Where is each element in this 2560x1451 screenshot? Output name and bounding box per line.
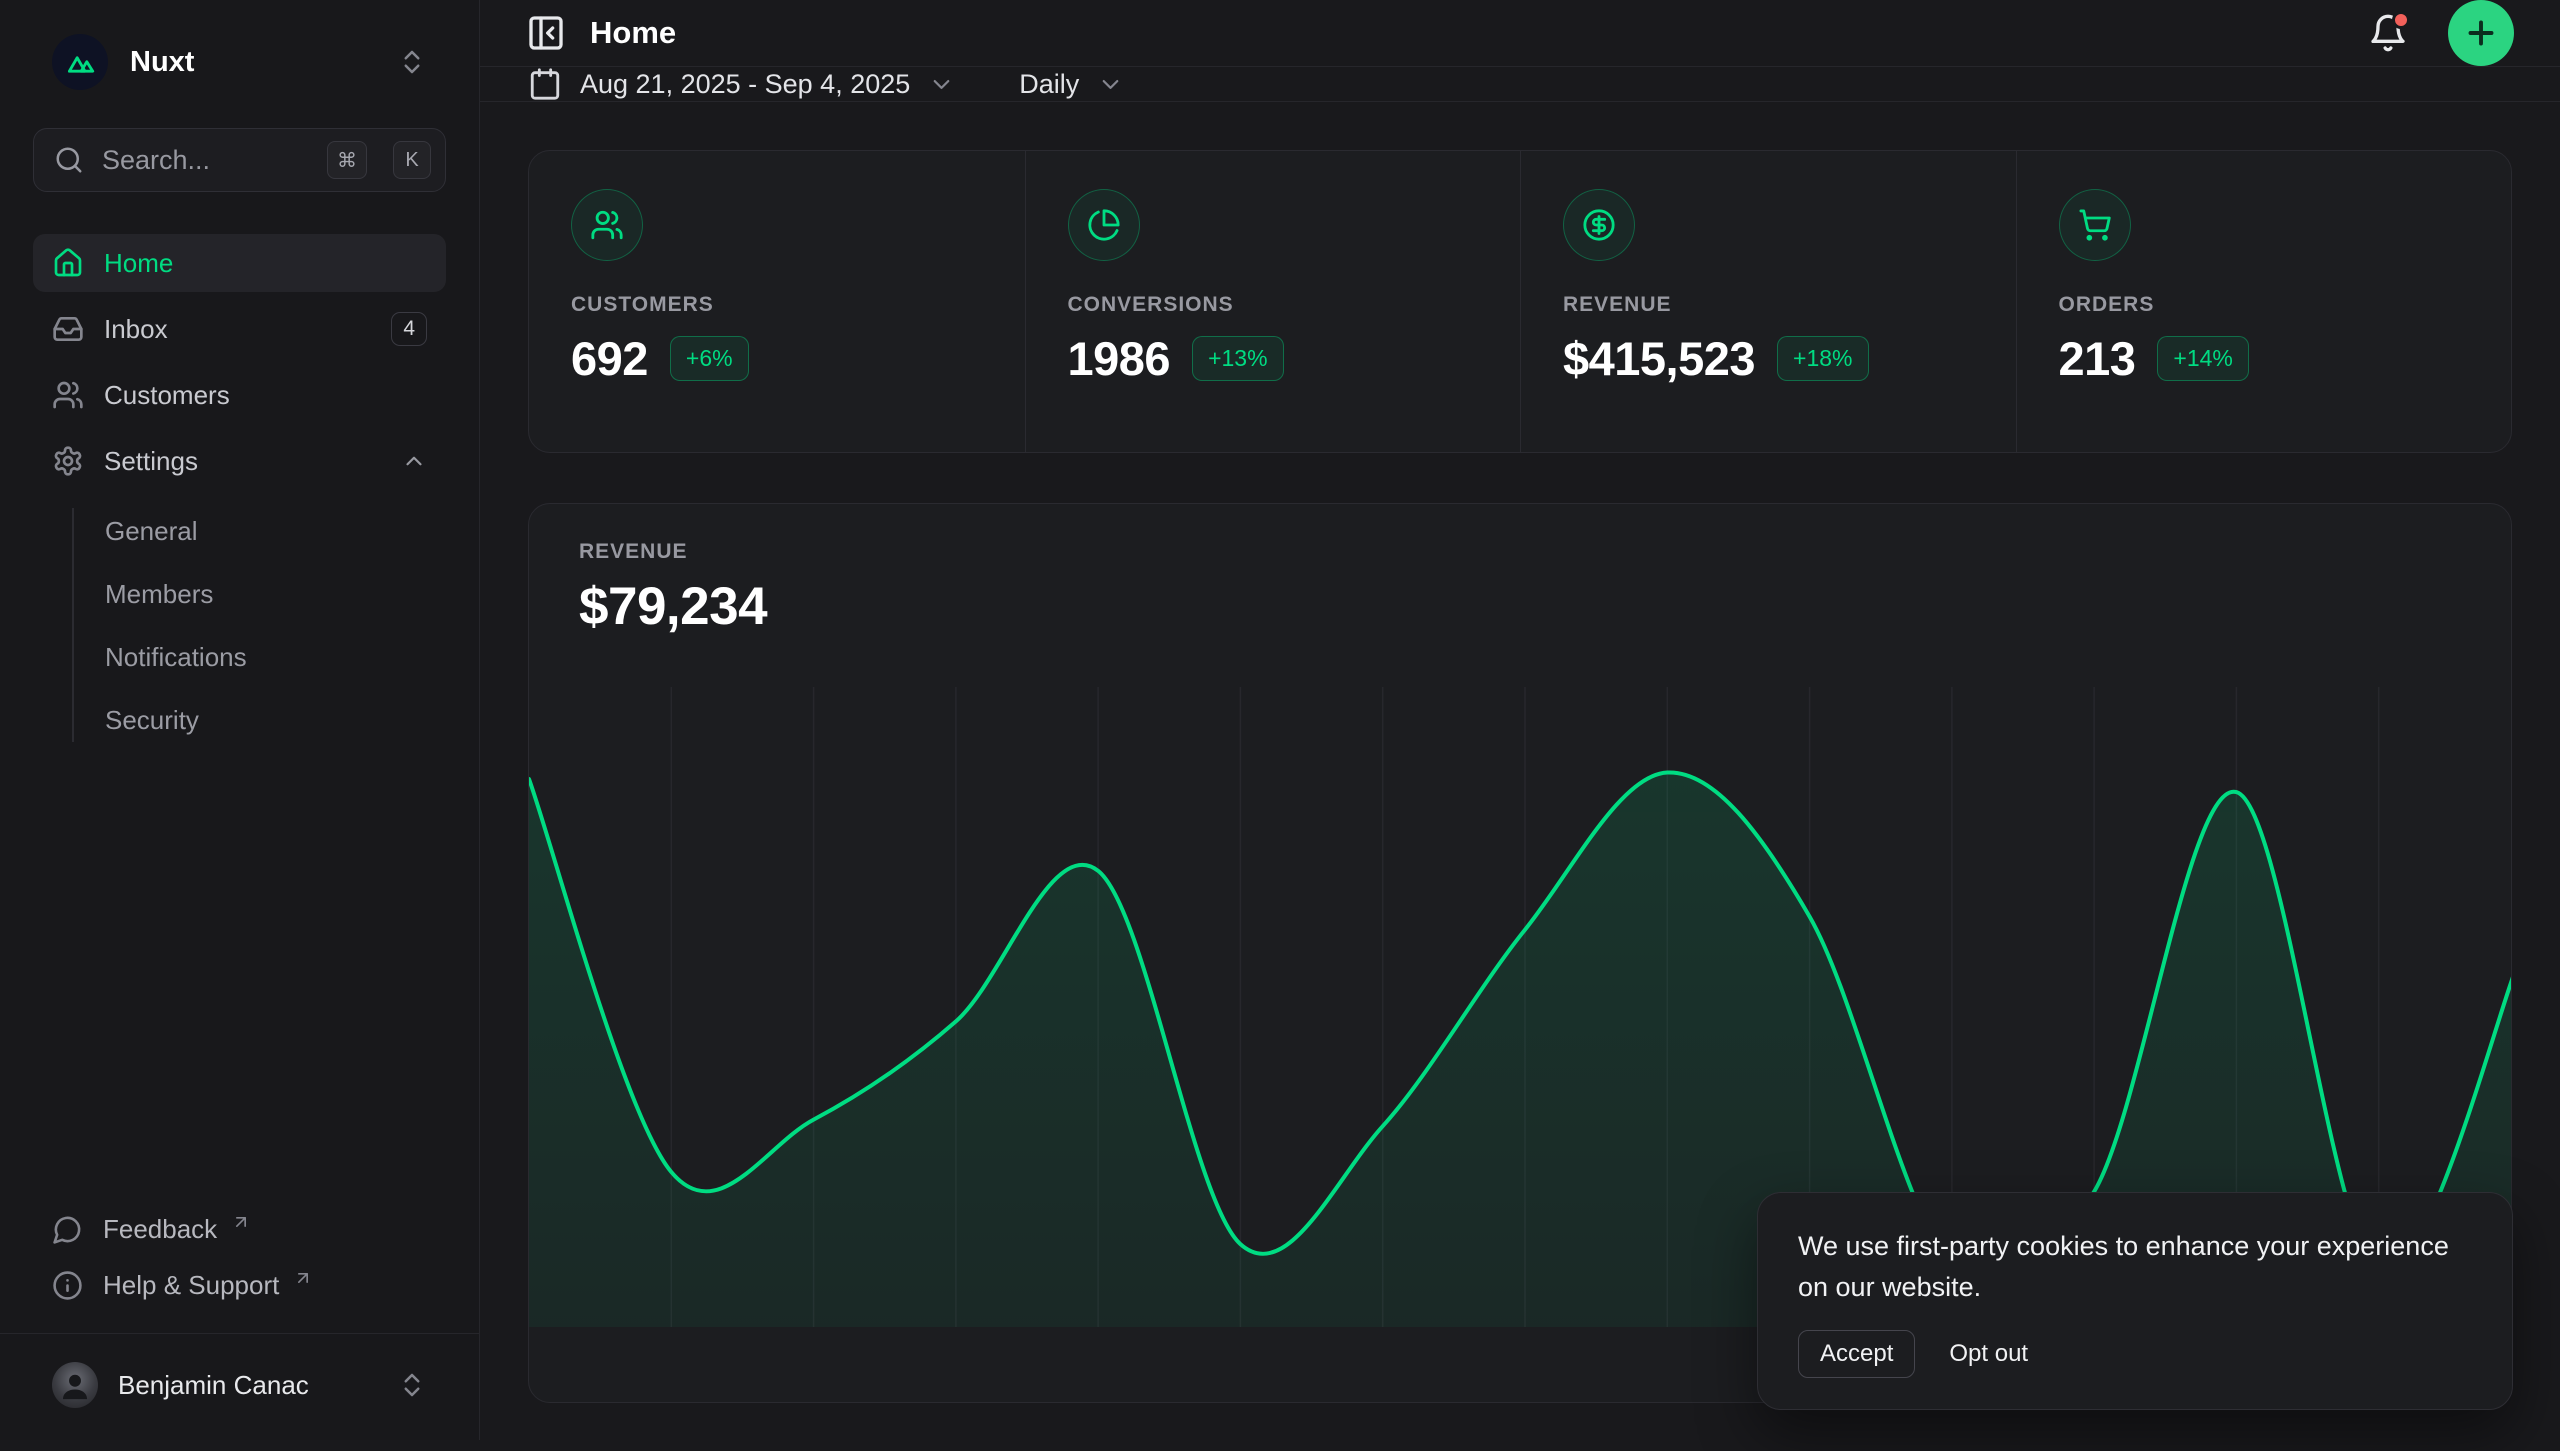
stat-delta-badge: +6%: [669, 336, 749, 381]
subnav-label: General: [105, 516, 198, 546]
stats-row: CUSTOMERS 692 +6% CONVERSIONS 1986 +13%: [528, 150, 2512, 453]
home-icon: [54, 248, 82, 277]
sidebar-item-members[interactable]: Members: [33, 563, 446, 626]
kbd-k: K: [393, 141, 431, 179]
sidebar: Nuxt Search... ⌘ K Home Inbox: [0, 0, 480, 1440]
collapse-sidebar-button[interactable]: [526, 13, 566, 53]
sidebar-spacer: [33, 752, 446, 1201]
sidebar-item-label: Settings: [104, 445, 198, 476]
sidebar-nav: Home Inbox 4 Customers Settings: [33, 234, 446, 752]
users-icon: [53, 381, 83, 409]
panel-left-close-icon: [529, 16, 563, 50]
cookie-message: We use first-party cookies to enhance yo…: [1798, 1231, 2449, 1302]
chevron-up-down-icon: [397, 47, 427, 77]
calendar-icon: [530, 68, 560, 100]
accept-cookies-button[interactable]: Accept: [1798, 1330, 1916, 1378]
period-select[interactable]: Daily: [1019, 69, 1124, 100]
filter-bar: Aug 21, 2025 - Sep 4, 2025 Daily: [480, 67, 2560, 102]
search-icon: [56, 147, 82, 173]
header-actions: [2368, 0, 2514, 66]
sidebar-item-settings[interactable]: Settings: [33, 432, 446, 490]
workspace-name: Nuxt: [130, 45, 195, 78]
sidebar-item-security[interactable]: Security: [33, 689, 446, 752]
bell-icon: [2371, 14, 2405, 52]
chevron-up-icon: [401, 448, 427, 474]
user-menu[interactable]: Benjamin Canac: [33, 1356, 446, 1414]
info-circle-icon: [53, 1270, 82, 1300]
stat-value: 692: [571, 332, 648, 385]
optout-cookies-button[interactable]: Opt out: [1949, 1340, 2029, 1367]
chevron-down-icon: [933, 79, 950, 89]
message-bubble-icon: [53, 1216, 81, 1244]
users-icon: [571, 189, 643, 261]
inbox-icon: [53, 317, 83, 341]
feedback-label: Feedback: [103, 1213, 218, 1244]
chevron-down-icon: [1102, 79, 1119, 89]
cookie-banner: We use first-party cookies to enhance yo…: [1757, 1192, 2513, 1410]
stat-customers[interactable]: CUSTOMERS 692 +6%: [529, 151, 1025, 452]
search-placeholder: Search...: [102, 144, 211, 175]
stat-conversions[interactable]: CONVERSIONS 1986 +13%: [1024, 151, 1521, 452]
revenue-chart-label: REVENUE: [579, 540, 688, 563]
revenue-chart-total: $79,234: [579, 577, 768, 636]
plus-icon: [2468, 20, 2494, 46]
notifications-button[interactable]: [2368, 11, 2410, 53]
stat-label: REVENUE: [1563, 293, 1672, 316]
stat-value: 213: [2058, 332, 2136, 385]
stat-delta-badge: +13%: [1192, 336, 1284, 381]
stat-delta-badge: +18%: [1777, 336, 1869, 381]
inbox-count-badge: 4: [391, 312, 427, 346]
subnav-label: Notifications: [105, 642, 247, 672]
page-title: Home: [590, 15, 677, 50]
notification-dot: [2392, 11, 2410, 29]
search-input[interactable]: Search... ⌘ K: [33, 128, 446, 192]
sidebar-item-general[interactable]: General: [33, 500, 446, 563]
stat-label: CONVERSIONS: [1067, 293, 1234, 316]
main-header: Home: [480, 0, 2560, 67]
kbd-cmd: ⌘: [327, 141, 367, 179]
cart-icon: [2058, 189, 2131, 261]
dollar-circle-icon: [1563, 189, 1635, 261]
sidebar-item-label: Home: [104, 247, 174, 278]
date-range-picker[interactable]: Aug 21, 2025 - Sep 4, 2025: [528, 67, 955, 101]
pie-chart-icon: [1067, 189, 1140, 261]
subnav-label: Members: [105, 579, 214, 609]
feedback-link[interactable]: Feedback: [33, 1201, 446, 1257]
stat-value: 1986: [1067, 332, 1171, 385]
gear-icon: [54, 446, 82, 476]
stat-label: CUSTOMERS: [571, 293, 714, 316]
stat-delta-badge: +14%: [2157, 336, 2249, 381]
external-link-icon: [298, 1273, 309, 1283]
subnav-label: Security: [105, 705, 199, 735]
stat-label: ORDERS: [2058, 293, 2155, 316]
workspace-switcher[interactable]: Nuxt: [33, 26, 446, 98]
stat-value: $415,523: [1563, 332, 1756, 385]
sidebar-item-home[interactable]: Home: [33, 234, 446, 292]
stat-revenue[interactable]: REVENUE $415,523 +18%: [1520, 151, 2016, 452]
date-range-value: Aug 21, 2025 - Sep 4, 2025: [580, 68, 911, 99]
add-button[interactable]: [2448, 0, 2514, 66]
help-support-label: Help & Support: [103, 1269, 280, 1300]
help-support-link[interactable]: Help & Support: [33, 1257, 446, 1313]
sidebar-item-label: Customers: [104, 379, 230, 410]
sidebar-item-inbox[interactable]: Inbox 4: [33, 300, 446, 358]
stat-orders[interactable]: ORDERS 213 +14%: [2015, 151, 2512, 452]
settings-subnav: General Members Notifications Security: [33, 500, 446, 752]
chevron-up-down-icon: [397, 1370, 427, 1400]
nuxt-logo-icon: [52, 34, 108, 90]
user-name: Benjamin Canac: [118, 1369, 309, 1400]
sidebar-item-label: Inbox: [104, 313, 168, 344]
avatar: [52, 1362, 98, 1408]
sidebar-item-notifications[interactable]: Notifications: [33, 626, 446, 689]
period-value: Daily: [1019, 68, 1080, 99]
sidebar-divider: [0, 1333, 479, 1334]
sidebar-item-customers[interactable]: Customers: [33, 366, 446, 424]
external-link-icon: [236, 1217, 247, 1227]
